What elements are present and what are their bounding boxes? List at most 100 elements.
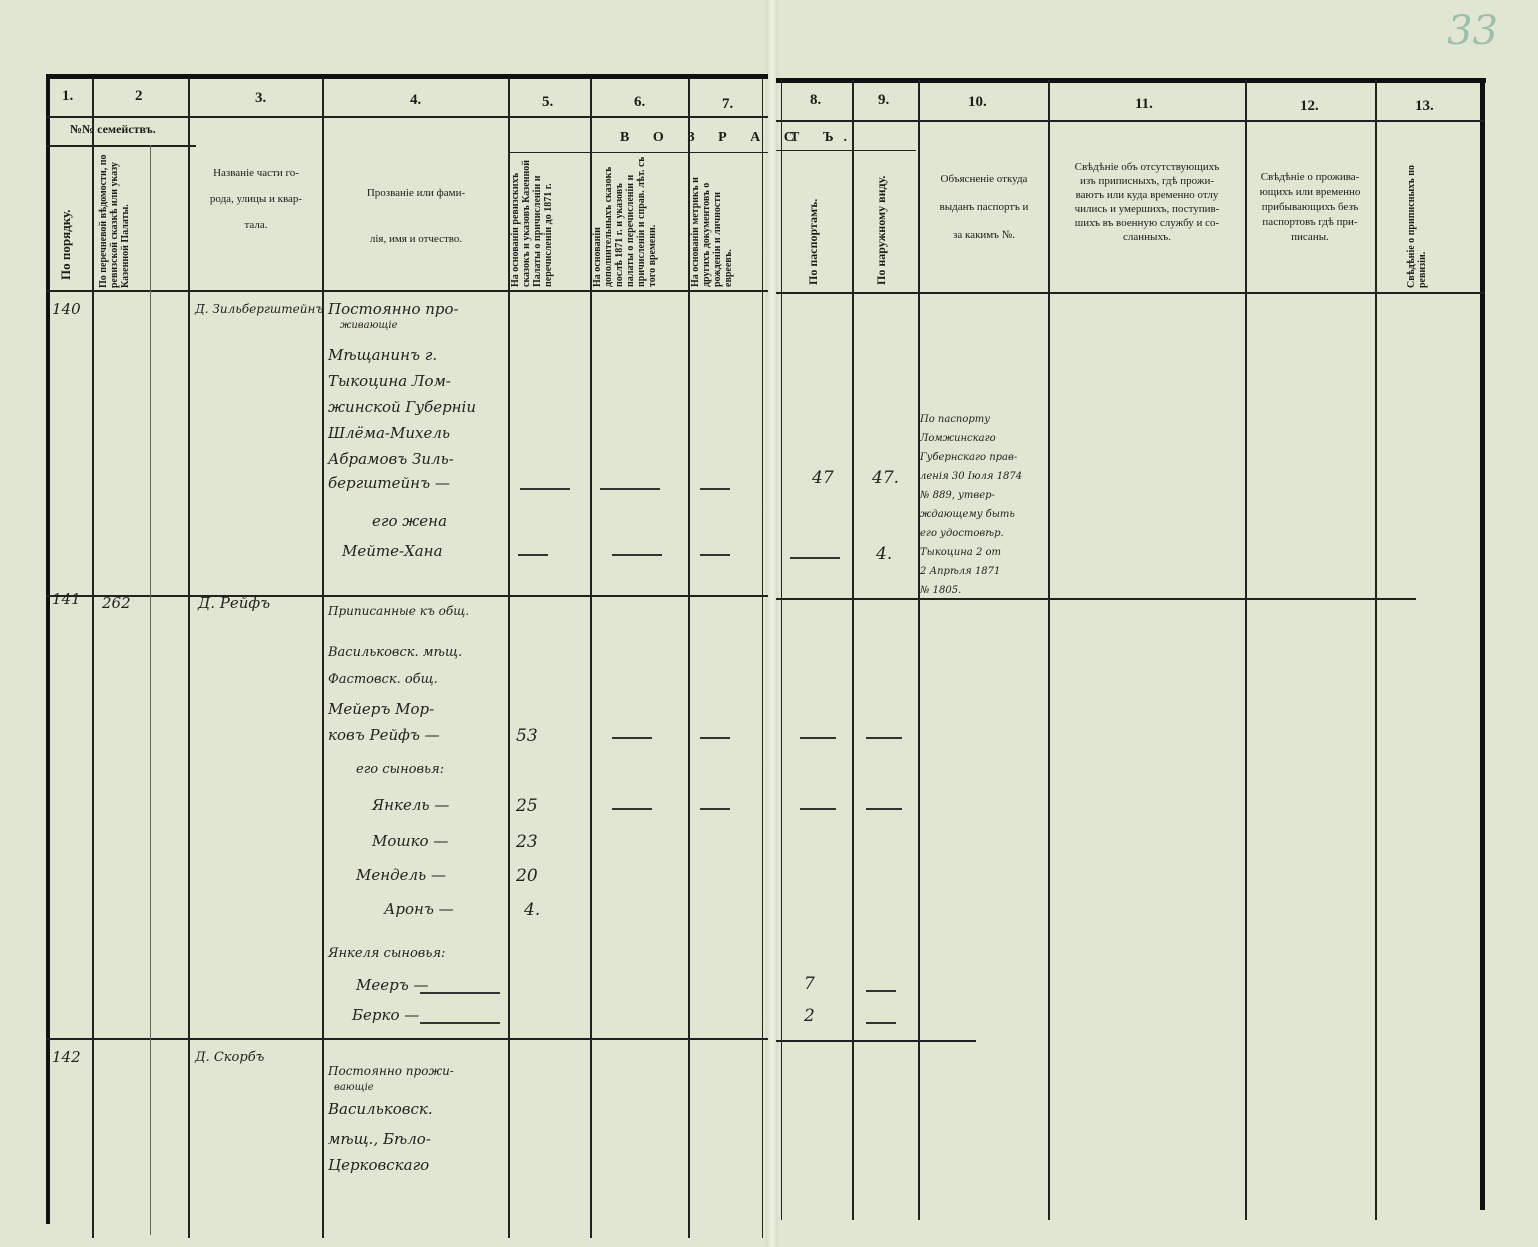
age-revision: 53 [516, 726, 538, 746]
col11-header-line: ваютъ или куда временно отлу [1075, 189, 1219, 201]
column-number: 10. [968, 94, 987, 110]
name-header-line: Прозваніе или фами- [366, 187, 466, 199]
col12-header-line: ющихъ или временно [1259, 186, 1361, 198]
age-passport-header: По паспортамъ. [806, 198, 820, 285]
passport-note-line: Губернскаго прав- [920, 452, 1018, 463]
empty-dash [612, 808, 652, 810]
street-header-line: рода, улицы и квар- [209, 193, 303, 205]
column-number: 9. [878, 92, 890, 108]
empty-dash [700, 488, 730, 490]
header-line [508, 152, 768, 153]
empty-dash [600, 488, 660, 490]
entry-number: 140 [52, 300, 81, 318]
entry-line: Янкель — [372, 796, 450, 814]
age-passport: 47 [812, 468, 834, 488]
entry-line: Фастовск. общ. [328, 672, 438, 687]
empty-dash [612, 737, 652, 739]
age-appearance: 47. [872, 468, 900, 488]
col12-header-line: паспортовъ гдѣ при- [1262, 216, 1358, 228]
entry-line: его сыновья: [356, 762, 445, 777]
column-number: 3. [255, 90, 267, 106]
age-passport: 7 [804, 974, 815, 994]
empty-dash [518, 554, 548, 556]
age-revision: 25 [516, 796, 538, 816]
column-line [322, 78, 324, 1238]
entry-line: Мейте-Хана [342, 542, 443, 560]
header-bottom-line [46, 290, 768, 292]
column-line [781, 80, 782, 1220]
header-line [776, 150, 916, 151]
row-divider [776, 598, 1416, 600]
entry-line: Васильковск. [328, 1100, 433, 1118]
empty-dash [866, 737, 902, 739]
column-line [762, 78, 763, 1238]
column-number: 8. [810, 92, 822, 108]
col11-header-line: Свѣдѣніе объ отсутствующихъ [1074, 161, 1220, 173]
entry-line: Церковскаго [328, 1156, 430, 1174]
entry-line: бергштейнъ — [328, 474, 450, 492]
by-order-header: По порядку. [58, 209, 73, 280]
top-border-left [46, 74, 768, 79]
col11-header-line: изъ приписныхъ, гдѣ прожи- [1079, 175, 1214, 187]
age-metrics-header: На основаніи метрикъ и другихъ документо… [690, 177, 734, 287]
entry-line: его жена [372, 512, 448, 530]
entry-line: Постоянно прожи- [328, 1064, 454, 1078]
column-number: 4. [410, 92, 422, 108]
empty-dash [866, 1022, 896, 1024]
entry-line: Янкеля сыновья: [328, 946, 446, 961]
column-line [1375, 80, 1377, 1220]
top-border-right [776, 78, 1486, 83]
entry-line: Мейеръ Мор- [328, 700, 435, 718]
entry-street: Д. Скорбъ [195, 1050, 265, 1065]
empty-dash [800, 737, 836, 739]
age-appearance-header: По наружному виду. [874, 175, 888, 285]
families-header: №№ семействъ. [70, 122, 156, 136]
entry-line: Приписанные къ общ. [328, 604, 470, 618]
column-number: 2 [135, 88, 143, 104]
column-line [1245, 80, 1247, 1220]
column-number: 7. [722, 96, 734, 112]
empty-dash [790, 557, 840, 559]
entry-street: Д. Зильбергштейнъ [195, 302, 324, 316]
entry-number: 141 [52, 590, 81, 608]
empty-dash [520, 488, 570, 490]
entry-line: Мееръ — [356, 976, 429, 994]
header-line [46, 145, 196, 147]
empty-dash [700, 737, 730, 739]
column-line [590, 78, 592, 1238]
column-line [918, 80, 920, 1220]
age-revision-header: На основаніи ревизскихъ сказокъ и указов… [510, 159, 554, 287]
column-number: 13. [1415, 98, 1434, 114]
passport-note-line: По паспорту [920, 414, 991, 425]
age-header-left: В О З Р А С [620, 130, 804, 145]
age-revision: 23 [516, 832, 538, 852]
entry-line: Мѣщанинъ г. [328, 346, 438, 364]
header-line [776, 120, 1484, 122]
row-divider [776, 1040, 976, 1042]
header-bottom-line [776, 292, 1484, 294]
entry-line: Аронъ — [384, 900, 454, 918]
entry-street: Д. Рейфъ [198, 594, 271, 612]
col12-header-line: прибывающихъ безъ [1261, 201, 1359, 213]
passport-note-line: его удостовѣр. [920, 528, 1004, 539]
empty-dash [866, 808, 902, 810]
col11-header-line: сланныхъ. [1123, 231, 1171, 243]
column-number: 5. [542, 94, 554, 110]
entry-line: Васильковск. мѣщ. [328, 645, 463, 660]
empty-dash [420, 992, 500, 994]
entry-line: Берко — [352, 1006, 420, 1024]
row-divider [46, 595, 768, 597]
column-line [92, 78, 94, 1238]
entry-line: живающіе [340, 320, 398, 331]
empty-dash [700, 808, 730, 810]
entry-line: Абрамовъ Зиль- [328, 450, 454, 468]
col11-header-line: чились и умершихъ, поступив- [1074, 203, 1220, 215]
entry-number: 142 [52, 1048, 81, 1066]
column-number: 11. [1135, 96, 1153, 112]
entry-line: Мошко — [372, 832, 449, 850]
street-header-line: Названіе части го- [213, 167, 299, 179]
age-passport: 2 [804, 1006, 815, 1026]
row-divider [46, 1038, 768, 1040]
page-number-stamp: 33 [1447, 8, 1498, 54]
